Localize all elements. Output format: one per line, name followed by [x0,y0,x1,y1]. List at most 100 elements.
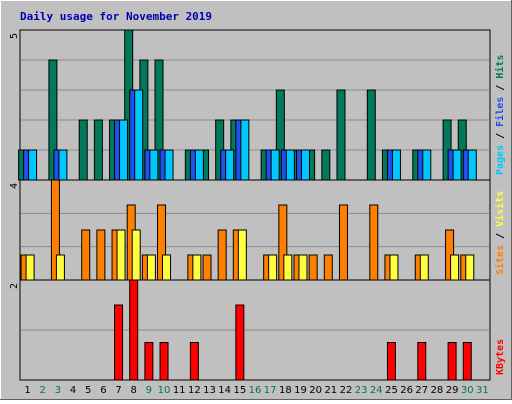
bar-pages-day-3 [58,149,68,181]
bar-pages-day-8 [134,89,144,181]
bar-pages-day-25 [391,149,401,181]
legend-separator: / [495,227,506,245]
bar-sites-day-15 [237,229,247,281]
panel-kbytes: 2 [9,279,491,381]
x-tick-day-16: 16 [249,385,262,396]
x-tick-day-27: 27 [415,385,428,396]
bar-visits-day-22 [338,204,348,281]
bar-kbytes-day-7 [114,304,124,381]
bar-pages-day-15 [240,119,250,181]
x-tick-day-20: 20 [309,385,322,396]
bar-hits-day-6 [93,119,103,181]
bar-pages-day-1 [28,149,38,181]
bar-hits-day-21 [321,149,331,181]
bar-pages-day-12 [194,149,204,181]
bar-kbytes-day-30 [462,342,472,381]
x-tick-day-5: 5 [85,385,91,396]
x-tick-day-23: 23 [355,385,368,396]
x-tick-day-13: 13 [203,385,216,396]
bar-kbytes-day-8 [129,279,139,381]
bar-sites-day-19 [298,254,308,281]
bar-kbytes-day-10 [159,342,169,381]
bar-visits-day-20 [308,254,318,281]
legend-kbytes: KBytes [495,339,506,375]
bar-sites-day-3 [55,254,65,281]
bar-sites-day-25 [389,254,399,281]
x-tick-day-31: 31 [476,385,489,396]
x-tick-day-8: 8 [131,385,137,396]
legend-entry-files: Files [494,97,506,127]
bar-hits-day-22 [336,89,346,181]
bar-sites-day-30 [465,254,475,281]
bar-pages-day-18 [285,149,295,181]
x-tick-day-22: 22 [340,385,353,396]
bar-visits-day-6 [96,229,106,281]
bar-pages-day-14 [225,149,235,181]
x-tick-day-30: 30 [461,385,474,396]
y-max-label: 5 [9,33,20,39]
bar-sites-day-7 [116,229,126,281]
x-tick-day-18: 18 [279,385,292,396]
x-tick-day-14: 14 [218,385,231,396]
legend-separator: / [495,127,506,145]
bar-visits-day-13 [202,254,212,281]
x-tick-day-9: 9 [146,385,152,396]
x-tick-day-2: 2 [40,385,46,396]
plot-area: 5 4 2 [9,29,491,381]
x-tick-day-3: 3 [55,385,61,396]
legend-group: Pages / Files / Hits Sites / Visits KBytes [494,55,506,375]
bar-sites-day-12 [192,254,202,281]
x-tick-day-15: 15 [233,385,246,396]
x-tick-day-21: 21 [324,385,337,396]
bar-sites-day-1 [25,254,35,281]
bar-kbytes-day-29 [447,342,457,381]
x-tick-day-7: 7 [115,385,121,396]
x-tick-day-12: 12 [188,385,201,396]
bar-pages-day-27 [422,149,432,181]
bar-pages-day-29 [452,149,462,181]
bar-visits-day-21 [323,254,333,281]
legend-entry-sites: Sites [494,245,506,275]
bar-hits-day-5 [78,119,88,181]
panel-hits-files-pages: 5 [9,29,491,181]
x-tick-day-29: 29 [446,385,459,396]
bar-sites-day-29 [450,254,460,281]
bar-visits-day-5 [81,229,91,281]
bar-pages-day-7 [119,119,129,181]
x-tick-day-10: 10 [158,385,171,396]
panel-border [19,279,491,381]
x-tick-day-19: 19 [294,385,307,396]
x-tick-day-6: 6 [100,385,106,396]
legend-entry-visits: Visits [494,191,506,227]
x-tick-day-1: 1 [24,385,30,396]
x-tick-day-11: 11 [173,385,186,396]
x-tick-day-25: 25 [385,385,398,396]
bar-kbytes-day-12 [189,342,199,381]
legend-separator: / [495,79,506,97]
bar-pages-day-9 [149,149,159,181]
legend-entry-kbytes: KBytes [495,339,506,375]
bar-sites-day-9 [146,254,156,281]
bar-visits-day-24 [369,204,379,281]
x-tick-day-26: 26 [400,385,413,396]
bar-visits-day-14 [217,229,227,281]
legend-visits-sites: Sites / Visits [494,191,506,275]
bar-kbytes-day-9 [144,342,154,381]
bar-hits-day-24 [366,89,376,181]
y-max-label: 2 [9,283,20,289]
bar-sites-day-18 [283,254,293,281]
bar-sites-day-27 [419,254,429,281]
legend-entry-pages: Pages [495,145,506,175]
x-tick-day-4: 4 [70,385,76,396]
bar-sites-day-10 [162,254,172,281]
bar-kbytes-day-27 [417,342,427,381]
bar-pages-day-10 [164,149,174,181]
y-max-label: 4 [9,183,20,189]
bar-sites-day-8 [131,229,141,281]
legend-entry-hits: Hits [494,55,506,79]
bar-pages-day-30 [467,149,477,181]
bar-kbytes-day-15 [235,304,245,381]
